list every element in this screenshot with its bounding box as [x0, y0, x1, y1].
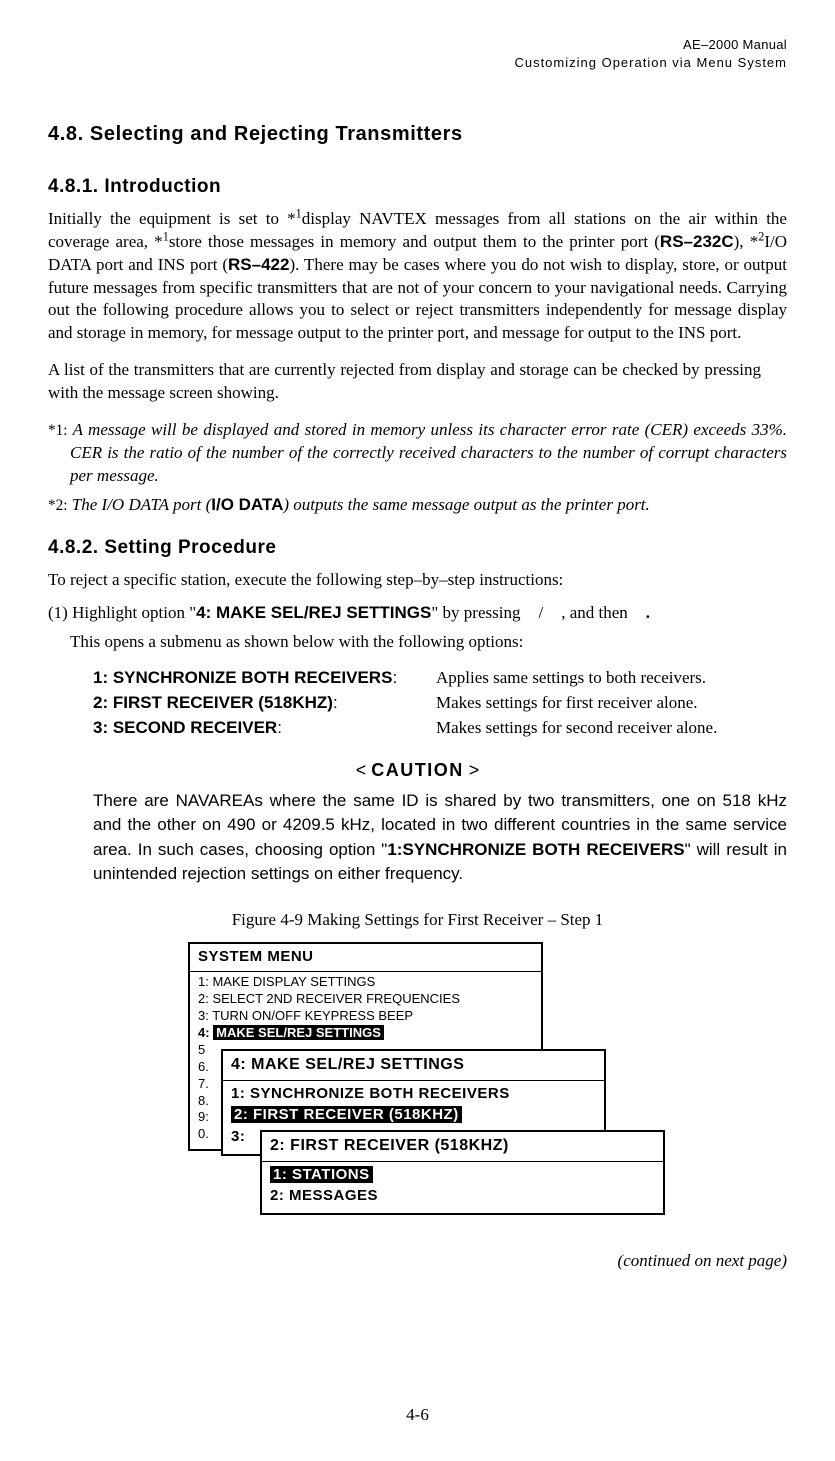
step-1-sub: This opens a submenu as shown below with…	[70, 631, 787, 654]
menu-item: 3: TURN ON/OFF KEYPRESS BEEP	[198, 1008, 533, 1025]
option-row: 2: FIRST RECEIVER (518KHZ): Makes settin…	[93, 692, 787, 715]
section-title: 4.8. Selecting and Rejecting Transmitter…	[48, 121, 787, 148]
footnote-1: *1: A message will be displayed and stor…	[48, 419, 787, 488]
step-1: (1) Highlight option "4: MAKE SEL/REJ SE…	[48, 602, 787, 625]
procedure-intro: To reject a specific station, execute th…	[48, 569, 787, 592]
header-line1: AE–2000 Manual	[48, 36, 787, 54]
option-row: 3: SECOND RECEIVER: Makes settings for s…	[93, 717, 787, 740]
figure-caption: Figure 4-9 Making Settings for First Rec…	[48, 909, 787, 932]
menu-item: 1: MAKE DISPLAY SETTINGS	[198, 974, 533, 991]
header-right: AE–2000 Manual Customizing Operation via…	[48, 36, 787, 71]
continued-note: (continued on next page)	[48, 1250, 787, 1273]
panel-title: SYSTEM MENU	[190, 944, 541, 972]
menu-item-highlight: 2: FIRST RECEIVER (518KHZ)	[231, 1104, 596, 1126]
menu-item-highlight: 4: MAKE SEL/REJ SETTINGS	[198, 1025, 533, 1042]
intro-paragraph-2: A list of the transmitters that are curr…	[48, 359, 787, 405]
procedure-title: 4.8.2. Setting Procedure	[48, 535, 787, 561]
caution-body: There are NAVAREAs where the same ID is …	[93, 789, 787, 888]
menu-item-highlight: 1: STATIONS	[270, 1164, 655, 1186]
page-number: 4-6	[0, 1404, 835, 1427]
header-line2: Customizing Operation via Menu System	[48, 54, 787, 72]
panel-title: 2: FIRST RECEIVER (518KHZ)	[262, 1132, 663, 1162]
option-list: 1: SYNCHRONIZE BOTH RECEIVERS: Applies s…	[93, 667, 787, 740]
option-row: 1: SYNCHRONIZE BOTH RECEIVERS: Applies s…	[93, 667, 787, 690]
menu-item: 1: SYNCHRONIZE BOTH RECEIVERS	[231, 1083, 596, 1105]
intro-paragraph-1: Initially the equipment is set to *1disp…	[48, 208, 787, 346]
menu-item: 2: MESSAGES	[270, 1185, 655, 1207]
menu-item: 2: SELECT 2ND RECEIVER FREQUENCIES	[198, 991, 533, 1008]
panel-body: 1: STATIONS 2: MESSAGES	[262, 1162, 663, 1214]
panel-first-receiver: 2: FIRST RECEIVER (518KHZ) 1: STATIONS 2…	[260, 1130, 665, 1215]
panel-title: 4: MAKE SEL/REJ SETTINGS	[223, 1051, 604, 1081]
intro-title: 4.8.1. Introduction	[48, 174, 787, 200]
footnote-2: *2: The I/O DATA port (I/O DATA) outputs…	[48, 494, 787, 517]
caution-title: < CAUTION >	[48, 758, 787, 782]
figure-menu-stack: SYSTEM MENU 1: MAKE DISPLAY SETTINGS 2: …	[188, 942, 787, 1242]
